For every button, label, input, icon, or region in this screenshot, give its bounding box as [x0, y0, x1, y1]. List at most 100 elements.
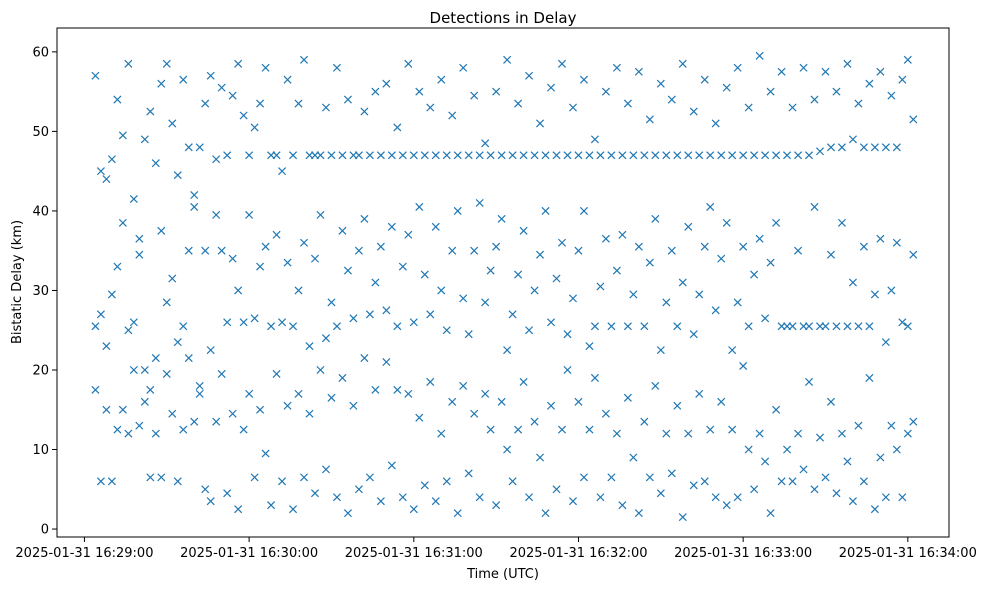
data-point	[607, 473, 616, 482]
data-point	[832, 322, 841, 331]
data-point	[623, 393, 632, 402]
data-point	[799, 465, 808, 474]
data-point	[371, 385, 380, 394]
data-point	[854, 322, 863, 331]
data-point	[129, 318, 138, 327]
data-point	[256, 405, 265, 414]
data-point	[206, 346, 215, 355]
data-point	[245, 151, 254, 160]
data-point	[788, 477, 797, 486]
data-point	[805, 322, 814, 331]
data-point	[837, 429, 846, 438]
data-point	[596, 493, 605, 502]
data-point	[338, 151, 347, 160]
data-point	[557, 425, 567, 434]
data-point	[711, 493, 720, 502]
data-point	[514, 99, 523, 108]
data-point	[234, 286, 243, 295]
data-point	[750, 151, 759, 160]
data-point	[629, 151, 638, 160]
data-point	[519, 226, 528, 235]
data-point	[245, 389, 254, 398]
data-point	[557, 238, 567, 247]
data-point	[256, 99, 265, 108]
data-point	[442, 151, 451, 160]
data-point	[783, 445, 792, 454]
data-point	[794, 151, 803, 160]
data-point	[541, 151, 550, 160]
data-point	[629, 290, 638, 299]
data-point	[815, 147, 825, 156]
data-point	[470, 409, 479, 418]
data-point	[261, 449, 270, 458]
data-point	[634, 509, 643, 518]
data-point	[536, 119, 545, 128]
data-point	[146, 473, 155, 482]
data-point	[590, 322, 599, 331]
data-point	[848, 497, 857, 506]
data-point	[739, 242, 748, 251]
data-point	[107, 155, 116, 164]
data-point	[508, 310, 517, 319]
data-point	[239, 425, 248, 434]
data-point	[887, 286, 896, 295]
data-point	[585, 425, 594, 434]
data-point	[168, 119, 177, 128]
data-point	[321, 103, 330, 112]
data-point	[826, 143, 836, 152]
data-point	[453, 206, 462, 215]
data-point	[898, 493, 907, 502]
data-point	[651, 381, 660, 390]
data-point	[371, 87, 380, 96]
data-point	[667, 246, 676, 255]
data-point	[448, 397, 457, 406]
y-tick-label: 30	[32, 284, 49, 299]
data-point	[332, 63, 341, 72]
data-point	[135, 421, 144, 430]
data-point	[612, 429, 621, 438]
data-point	[393, 123, 402, 132]
data-point	[382, 306, 391, 315]
data-point	[514, 270, 523, 279]
data-point	[826, 250, 836, 259]
data-point	[717, 151, 726, 160]
data-point	[475, 493, 484, 502]
data-point	[184, 246, 193, 255]
data-point	[750, 270, 759, 279]
data-point	[382, 79, 391, 88]
data-point	[299, 473, 309, 482]
data-point	[596, 282, 605, 291]
data-point	[404, 59, 413, 68]
data-point	[568, 497, 578, 506]
data-point	[305, 409, 314, 418]
data-point	[497, 151, 506, 160]
data-point	[585, 151, 594, 160]
data-point	[623, 322, 632, 331]
data-point	[173, 338, 182, 347]
data-point	[250, 314, 259, 323]
data-point	[102, 342, 111, 351]
data-point	[728, 346, 737, 355]
data-point	[552, 151, 561, 160]
data-point	[497, 397, 506, 406]
data-point	[234, 505, 243, 514]
data-point	[525, 493, 534, 502]
data-point	[420, 270, 429, 279]
data-point	[618, 151, 627, 160]
data-point	[184, 143, 193, 152]
data-point	[684, 222, 693, 231]
data-point	[678, 59, 687, 68]
data-point	[728, 425, 737, 434]
data-point	[365, 310, 374, 319]
data-point	[777, 477, 786, 486]
data-point	[601, 87, 610, 96]
data-point	[525, 71, 534, 80]
data-point	[766, 87, 775, 96]
y-tick-label: 10	[32, 443, 49, 458]
data-point	[299, 55, 309, 64]
data-point	[629, 453, 638, 462]
data-point	[563, 365, 572, 375]
data-point	[788, 103, 797, 112]
data-point	[442, 326, 451, 335]
data-point	[761, 151, 770, 160]
